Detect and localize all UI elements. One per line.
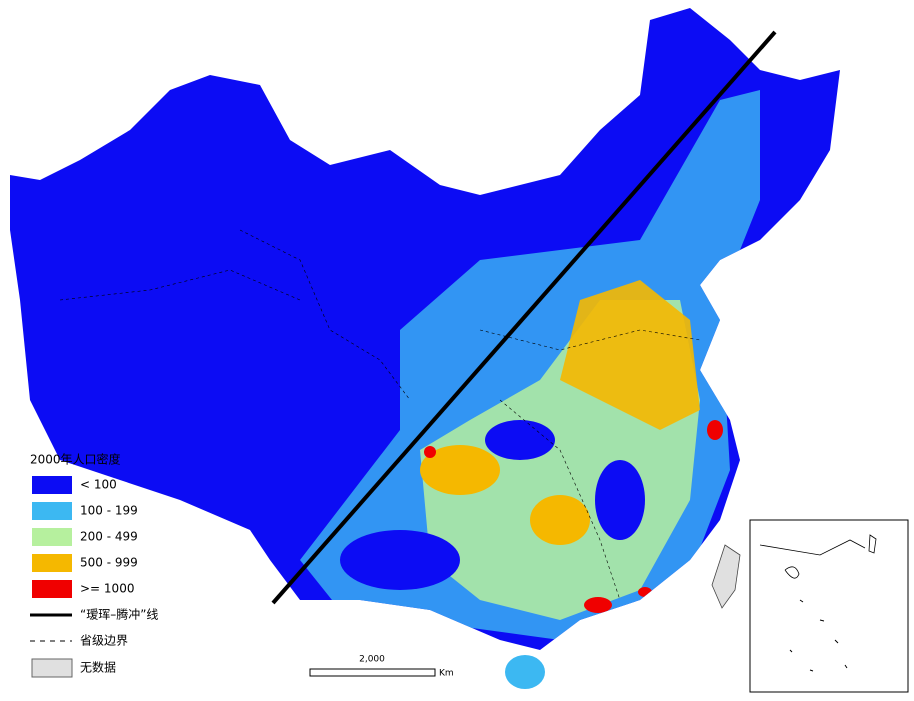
legend-swatch (32, 554, 72, 572)
density-patch (707, 420, 723, 440)
legend-no-data-swatch (31, 658, 73, 678)
legend-line-label: “瑷珲–腾冲”线 (80, 607, 158, 622)
province-boundary (499, 399, 621, 601)
inset-islets (789, 599, 848, 672)
scale-label: 2,000 (359, 655, 385, 665)
density-patch (595, 460, 645, 540)
inset-coastline (759, 539, 866, 556)
inset-island (784, 566, 800, 579)
map-body (10, 8, 840, 689)
legend-label: 200 - 499 (80, 530, 138, 544)
density-patch (638, 587, 652, 597)
legend-label: < 100 (80, 478, 117, 492)
legend: 2000年人口密度 “瑷珲–腾冲”线 省级边界 无数据 < 100 100 - 1… (30, 452, 158, 678)
density-patch (420, 445, 500, 495)
density-patch (560, 280, 700, 430)
legend-title: 2000年人口密度 (30, 452, 121, 467)
density-patches (300, 90, 760, 640)
scale-unit: Km (439, 669, 454, 679)
inset-frame (749, 519, 909, 693)
province-boundary (239, 229, 411, 401)
scale-bar-box (309, 668, 436, 677)
density-patch (530, 495, 590, 545)
province-boundary (59, 269, 301, 301)
legend-label: >= 1000 (80, 582, 134, 596)
legend-swatch (32, 580, 72, 598)
scale-bar: 2,000 Km (309, 655, 454, 679)
inset-map (749, 519, 909, 693)
taiwan-no-data (711, 544, 741, 609)
density-patch (424, 446, 436, 458)
legend-boundary-label: 省级边界 (80, 634, 128, 648)
density-patch (340, 530, 460, 590)
legend-swatch (32, 476, 72, 494)
density-patch (584, 597, 612, 613)
inset-island (868, 534, 877, 554)
legend-no-data-label: 无数据 (80, 660, 116, 675)
legend-swatch (32, 528, 72, 546)
legend-label: 100 - 199 (80, 504, 138, 518)
aihui-tengchong-line (271, 30, 777, 605)
legend-swatch (32, 502, 72, 520)
density-patch (485, 420, 555, 460)
hainan (505, 655, 545, 689)
legend-label: 500 - 999 (80, 556, 138, 570)
